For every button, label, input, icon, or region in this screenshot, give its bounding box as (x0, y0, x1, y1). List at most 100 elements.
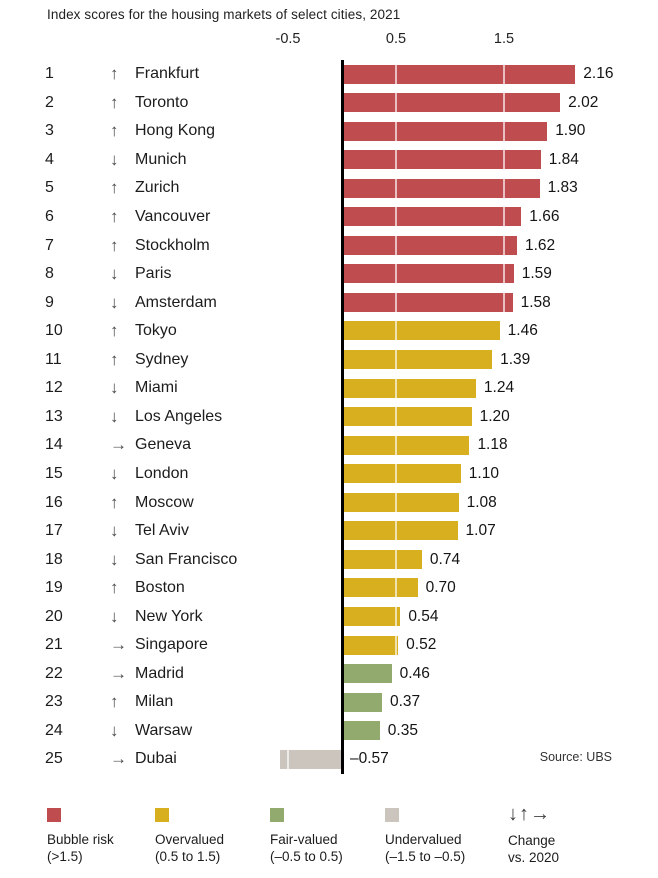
legend-item-undervalued: Undervalued (–1.5 to –0.5) (385, 805, 500, 864)
value-bar (342, 721, 380, 741)
change-arrow-icon: ↑ (110, 692, 119, 712)
value-label: 1.10 (468, 464, 499, 482)
change-arrow-icon: → (110, 663, 127, 683)
change-arrow-icon: ↓ (110, 292, 119, 312)
chart-row: 15 ↓ London 1.10 (0, 460, 658, 489)
value-label: 1.90 (555, 122, 586, 140)
chart-rows: 1 ↑ Frankfurt 2.16 2 ↑ Toronto 2.02 3 ↑ … (0, 60, 658, 776)
value-label: 1.59 (521, 265, 552, 283)
chart-title: Index scores for the housing markets of … (47, 7, 401, 22)
city-label: Amsterdam (135, 293, 217, 311)
axis-tick-05: 0.5 (385, 31, 407, 47)
rank-label: 19 (45, 579, 63, 597)
chart-row: 19 ↑ Boston 0.70 (0, 574, 658, 603)
chart-row: 4 ↓ Munich 1.84 (0, 146, 658, 175)
chart-row: 16 ↑ Moscow 1.08 (0, 488, 658, 517)
value-bar (342, 407, 472, 427)
value-bar (342, 692, 382, 712)
rank-label: 11 (45, 350, 62, 368)
zero-axis-line (341, 60, 344, 774)
value-label: 1.20 (479, 407, 510, 425)
change-arrow-icon: ↓ (110, 521, 119, 541)
rank-label: 8 (45, 265, 54, 283)
city-label: Miami (135, 379, 178, 397)
change-arrow-icon: ↑ (110, 64, 119, 84)
value-label: 2.02 (568, 93, 599, 111)
rank-label: 23 (45, 693, 63, 711)
change-arrow-icon: ↑ (110, 235, 119, 255)
rank-label: 17 (45, 522, 63, 540)
city-label: Dubai (135, 750, 177, 768)
chart-row: 10 ↑ Tokyo 1.46 (0, 317, 658, 346)
rank-label: 13 (45, 407, 63, 425)
value-bar (342, 121, 548, 141)
value-bar (342, 635, 399, 655)
city-label: Tokyo (135, 322, 177, 340)
city-label: London (135, 464, 189, 482)
city-label: Madrid (135, 664, 184, 682)
rank-label: 5 (45, 179, 54, 197)
chart-row: 17 ↓ Tel Aviv 1.07 (0, 517, 658, 546)
change-arrow-icon: ↓ (110, 406, 119, 426)
rank-label: 15 (45, 464, 63, 482)
legend-range: (>1.5) (47, 849, 83, 864)
value-label: 1.46 (507, 322, 538, 340)
city-label: Zurich (135, 179, 180, 197)
city-label: Vancouver (135, 208, 211, 225)
value-bar (342, 492, 459, 512)
legend-swatch-bubble-risk (47, 808, 61, 822)
value-label: 0.54 (408, 607, 439, 625)
value-bar (342, 93, 561, 113)
change-arrow-icon: → (110, 749, 127, 769)
legend-item-bubble-risk: Bubble risk (>1.5) (47, 805, 162, 864)
value-label: –0.57 (350, 750, 389, 768)
rank-label: 16 (45, 493, 63, 511)
value-label: 1.66 (529, 208, 560, 225)
chart-row: 12 ↓ Miami 1.24 (0, 374, 658, 403)
change-arrow-icon: ↓ (110, 463, 119, 483)
value-bar (342, 178, 540, 198)
chart-row: 1 ↑ Frankfurt 2.16 (0, 60, 658, 89)
change-arrows-icon: ↓↑→ (508, 803, 551, 825)
value-label: 0.46 (399, 664, 430, 682)
value-label: 1.24 (483, 379, 515, 397)
chart-row: 11 ↑ Sydney 1.39 (0, 346, 658, 375)
rank-label: 12 (45, 379, 63, 397)
value-label: 0.70 (425, 579, 456, 597)
legend-swatch-undervalued (385, 808, 399, 822)
rank-label: 14 (45, 436, 63, 454)
value-bar (342, 464, 461, 484)
value-bar (280, 749, 342, 769)
chart-row: 7 ↑ Stockholm 1.62 (0, 231, 658, 260)
value-bar (342, 235, 517, 255)
chart-row: 14 → Geneva 1.18 (0, 431, 658, 460)
city-label: New York (135, 607, 203, 625)
city-label: Warsaw (135, 721, 193, 739)
value-bar (342, 664, 392, 684)
rank-label: 21 (45, 636, 63, 654)
value-bar (342, 606, 401, 626)
legend-label: Bubble risk (47, 832, 114, 847)
legend-range: (0.5 to 1.5) (155, 849, 221, 864)
rank-label: 9 (45, 293, 54, 311)
legend-label: Undervalued (385, 832, 462, 847)
change-arrow-icon: ↓ (110, 149, 119, 169)
value-bar (342, 150, 541, 170)
change-arrow-icon: ↓ (110, 606, 119, 626)
rank-label: 25 (45, 750, 63, 768)
change-arrow-icon: → (110, 435, 127, 455)
city-label: Hong Kong (135, 122, 216, 140)
value-bar (342, 435, 470, 455)
chart-row: 20 ↓ New York 0.54 (0, 602, 658, 631)
value-bar (342, 64, 576, 84)
city-label: Stockholm (135, 236, 210, 254)
city-label: Boston (135, 579, 185, 597)
change-arrow-icon: ↑ (110, 92, 119, 112)
value-bar (342, 578, 418, 598)
city-label: Singapore (135, 636, 208, 654)
legend-item-fair-valued: Fair-valued (–0.5 to 0.5) (270, 805, 385, 864)
city-label: Los Angeles (135, 407, 223, 425)
change-arrow-icon: ↑ (110, 492, 119, 512)
rank-label: 24 (45, 721, 63, 739)
